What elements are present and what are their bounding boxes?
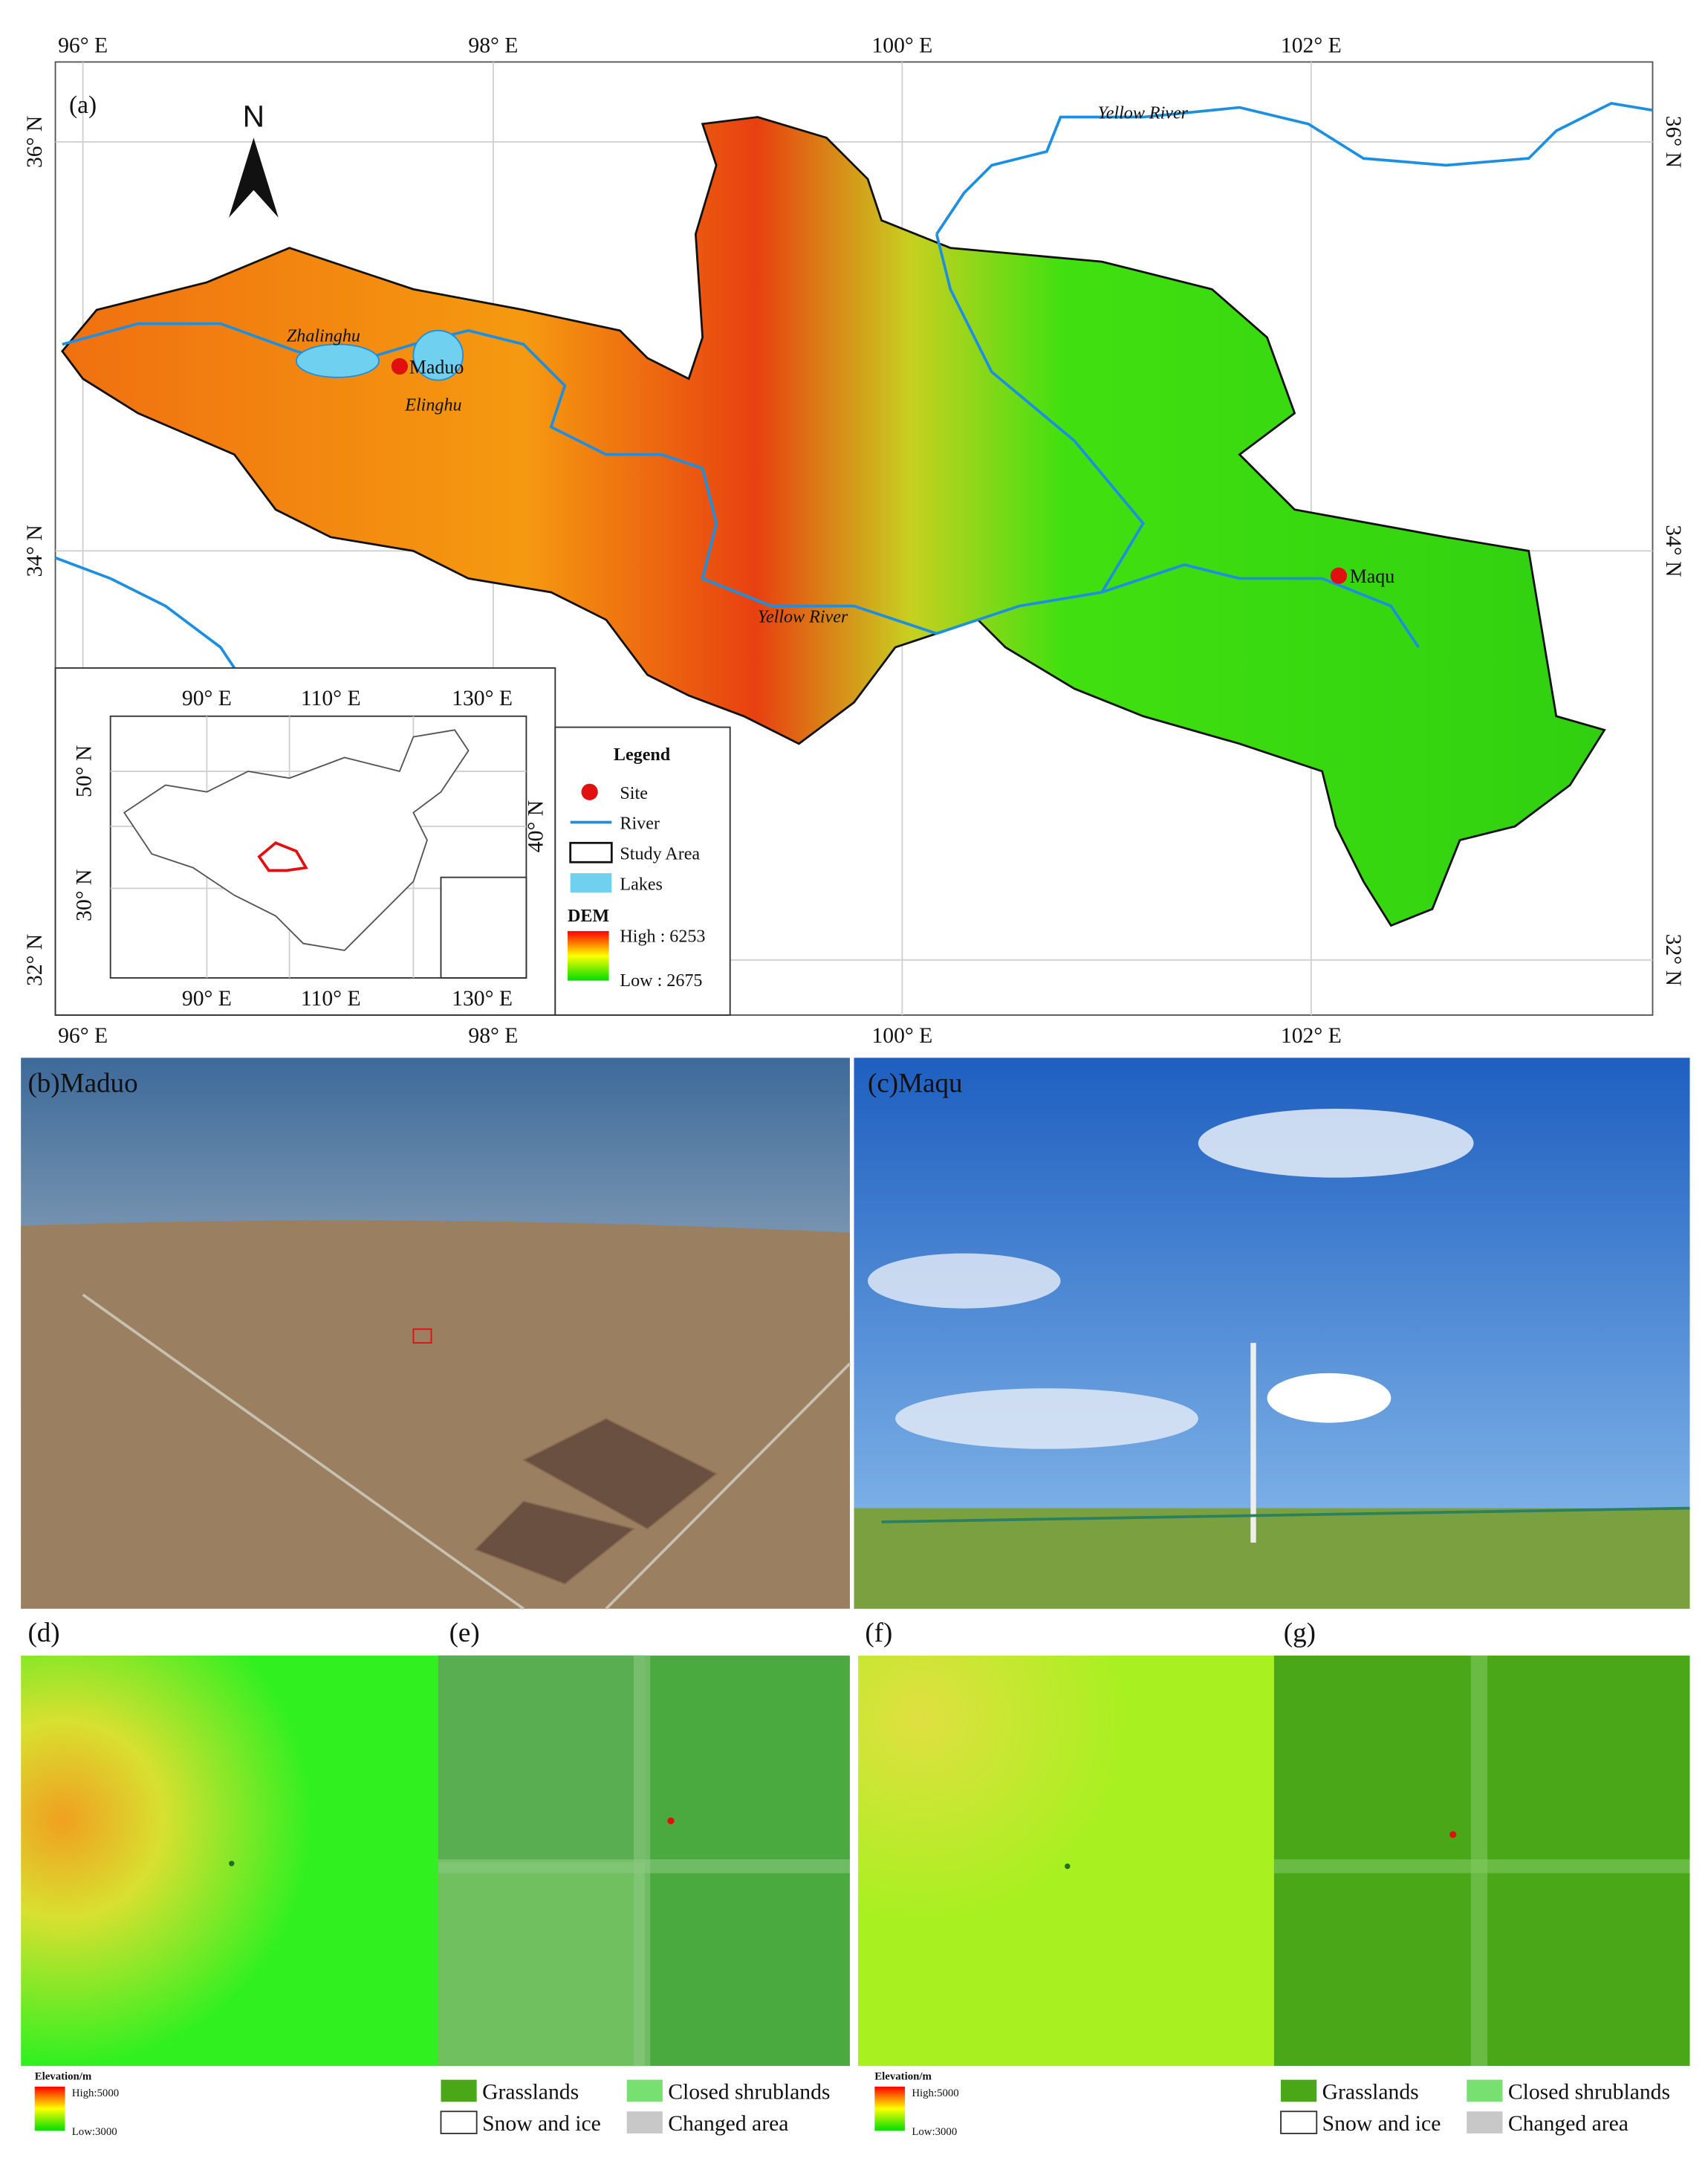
inset-lat-label: 50° N (73, 745, 97, 797)
map-panel: (a) N Zhalinghu Maduo Elinghu Maqu Yello… (23, 33, 1685, 1048)
inset-lon-label: 90° E (182, 987, 232, 1011)
lon-labels: 96° E 98° E 100° E 102° E 96° E 98° E 10… (23, 33, 1685, 1048)
lon-label: 100° E (871, 1024, 932, 1048)
lon-label: 96° E (58, 33, 108, 57)
site (1330, 567, 1348, 584)
legend-item: Snow and ice (1322, 2112, 1441, 2136)
panel-label: (b)Maduo (27, 1069, 137, 1099)
legend-high: High:5000 (72, 2087, 119, 2099)
landcover-legend: Grasslands Closed shrublands Snow and ic… (440, 2079, 1670, 2136)
legend-item: Closed shrublands (668, 2081, 830, 2105)
legend-low: Low:3000 (72, 2126, 117, 2138)
map-legend: Legend Site River Study Area Lakes DEM H… (554, 726, 731, 1016)
inset-lon-label: 130° E (452, 987, 513, 1011)
photo-maqu: (c)Maqu (854, 1057, 1690, 1609)
lat-label: 32° N (1661, 934, 1685, 986)
north-label: N (243, 100, 264, 134)
legend-high: High:5000 (912, 2087, 958, 2099)
panel-label: (f) (865, 1618, 892, 1648)
legend-dem: DEM (568, 907, 609, 926)
site (391, 357, 408, 375)
photo-maduo: (b)Maduo (21, 1057, 851, 1610)
legend-high: High : 6253 (620, 927, 705, 947)
place-label: Maqu (1350, 566, 1395, 587)
lon-label: 98° E (468, 33, 518, 57)
inset-lon-label: 90° E (182, 687, 232, 710)
inset-lat-label: 30° N (73, 869, 97, 921)
lon-label: 102° E (1281, 1024, 1342, 1048)
place-label: Elinghu (404, 395, 461, 415)
lat-label: 36° N (23, 116, 47, 168)
legend-title: Legend (614, 745, 671, 765)
elevation-legend: Elevation/m High:5000 Low:3000 Elevation… (35, 2071, 959, 2138)
panel-label: (d) (27, 1618, 59, 1648)
lon-label: 102° E (1281, 33, 1342, 57)
inset-map: 90° E 110° E 130° E 90° E 110° E 130° E … (54, 667, 556, 1016)
small-panels: (d) (e) (f) (g) (21, 1618, 1690, 2067)
inset-lon-label: 110° E (301, 987, 361, 1011)
legend-item: Changed area (668, 2112, 788, 2136)
north-arrow (229, 137, 279, 218)
legend-item: River (620, 814, 660, 834)
legend-item: Changed area (1508, 2112, 1629, 2136)
legend-item: Grasslands (1322, 2081, 1419, 2105)
inset-lon-label: 110° E (301, 687, 361, 710)
lat-label: 34° N (1661, 525, 1685, 577)
lake (412, 329, 464, 381)
inset-lat-label: 40° N (525, 800, 548, 852)
legend-title: Elevation/m (874, 2071, 932, 2083)
legend-item: Grasslands (482, 2081, 579, 2105)
legend-item: Study Area (620, 845, 700, 864)
legend-low: Low : 2675 (620, 971, 702, 991)
lat-label: 34° N (23, 525, 47, 577)
legend-item: Snow and ice (482, 2112, 601, 2136)
lat-label: 32° N (23, 934, 47, 986)
lon-label: 100° E (871, 33, 932, 57)
panel-label: (c)Maqu (868, 1069, 963, 1099)
place-label: Maduo (409, 356, 464, 378)
legend-low: Low:3000 (912, 2126, 957, 2138)
inset-lon-label: 130° E (452, 687, 513, 710)
legend-item: Lakes (620, 875, 663, 894)
lat-label: 36° N (1661, 116, 1685, 168)
legend-item: Closed shrublands (1508, 2081, 1670, 2105)
lake (295, 343, 380, 378)
river-label: Yellow River (758, 608, 848, 627)
panel-label: (a) (69, 91, 97, 119)
panel-label: (g) (1284, 1618, 1316, 1648)
lon-label: 96° E (58, 1024, 108, 1048)
place-label: Zhalinghu (287, 327, 360, 346)
legend-title: Elevation/m (35, 2071, 92, 2083)
lon-label: 98° E (468, 1024, 518, 1048)
river-label: Yellow River (1098, 103, 1189, 123)
panel-label: (e) (449, 1618, 480, 1648)
study-area (61, 116, 1606, 927)
legend-item: Site (620, 784, 647, 803)
